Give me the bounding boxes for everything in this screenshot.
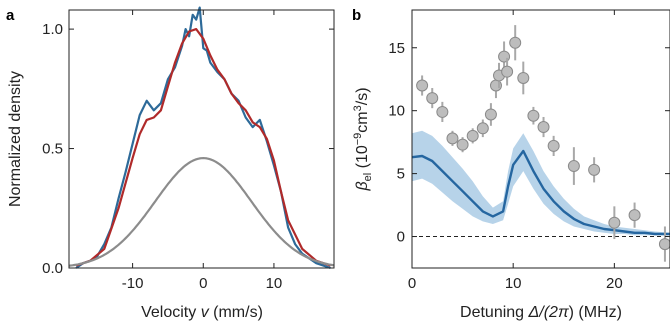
data-point xyxy=(501,65,514,78)
data-point xyxy=(658,238,670,251)
y-tick-label: 15 xyxy=(388,40,405,57)
panel-a: a -10 0 10 0.0 0.5 1.0 Velocity v (mm/s) Norm… xyxy=(6,6,335,321)
panel-b-frame xyxy=(411,9,670,269)
x-tick-label: 10 xyxy=(266,275,283,292)
panel-b: b 0 10 20 0 5 10 15 Detuning Δ/(2π) (MHz) βel … xyxy=(352,7,670,321)
y-tick-label: 10 xyxy=(388,103,405,120)
y-tick-label: 0 xyxy=(397,229,405,246)
data-point xyxy=(466,129,479,142)
y-tick-label: 0.0 xyxy=(42,260,63,277)
y-tick-label: 0.5 xyxy=(42,141,63,158)
data-point xyxy=(456,138,469,151)
theory-line xyxy=(411,149,670,236)
y-tick-label: 1.0 xyxy=(42,21,63,38)
panel-a-letter: a xyxy=(6,7,15,24)
x-tick-label: 0 xyxy=(408,275,416,292)
data-point xyxy=(426,92,439,105)
data-point xyxy=(476,122,489,135)
data-point xyxy=(517,71,530,84)
data-point xyxy=(547,139,560,152)
panel-b-xlabel: Detuning Δ/(2π) (MHz) xyxy=(460,304,622,321)
y-tick-label: 5 xyxy=(397,166,405,183)
x-tick-label: 0 xyxy=(199,275,207,292)
data-point xyxy=(628,209,641,222)
data-point xyxy=(436,105,449,118)
data-point xyxy=(416,79,429,92)
panel-b-letter: b xyxy=(352,7,361,24)
data-point xyxy=(509,36,522,49)
series-line-fit xyxy=(75,28,331,267)
x-tick-label: 20 xyxy=(606,275,623,292)
panel-b-ylabel: βel (10−9cm3/s) xyxy=(352,87,374,191)
data-point xyxy=(588,163,601,176)
panel-a-ylabel: Normalized density xyxy=(7,71,24,207)
data-point xyxy=(527,109,540,122)
data-point xyxy=(484,108,497,121)
data-point xyxy=(537,121,550,134)
panel-a-xlabel: Velocity v (mm/s) xyxy=(141,304,263,321)
panel-a-frame xyxy=(68,9,335,269)
x-tick-label: 10 xyxy=(505,275,522,292)
series-line-gaussian xyxy=(68,157,335,267)
data-point xyxy=(446,132,459,145)
data-point xyxy=(567,160,580,173)
data-point xyxy=(608,216,621,229)
x-tick-label: -10 xyxy=(122,275,144,292)
